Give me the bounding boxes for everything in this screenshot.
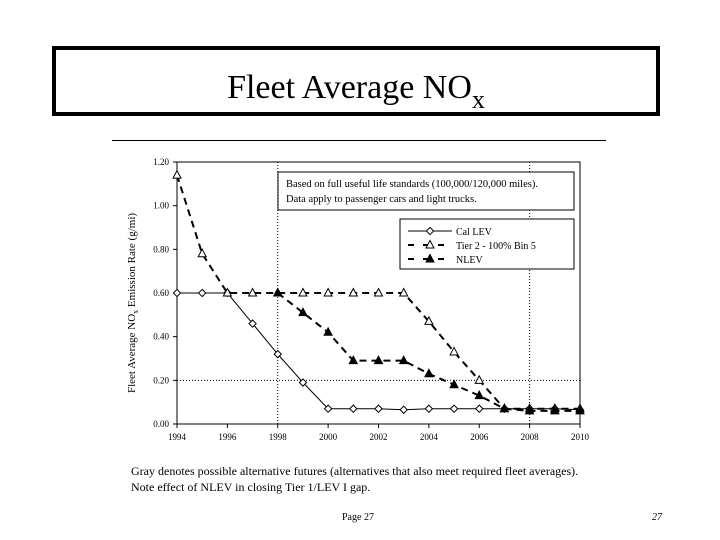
y-axis-label-subscript: x (131, 310, 140, 314)
data-point-cal-lev (323, 404, 333, 414)
y-tick-label: 0.00 (153, 419, 169, 429)
y-tick-label: 1.20 (153, 157, 169, 167)
y-tick-label: 0.60 (153, 288, 169, 298)
x-tick-label: 2010 (571, 432, 590, 442)
data-point-tier-2-100-bin-5 (474, 374, 485, 384)
data-point-cal-lev (248, 319, 257, 328)
caption: Gray denotes possible alternative future… (131, 463, 578, 495)
x-tick-label: 2004 (420, 432, 439, 442)
y-axis-label-main: Fleet Average NO (126, 314, 138, 393)
data-point-nlev (575, 405, 585, 415)
legend-label-tier-2-100-bin-5: Tier 2 - 100% Bin 5 (456, 241, 536, 252)
y-tick-label: 0.20 (153, 375, 169, 385)
x-tick-label: 2006 (470, 432, 489, 442)
data-point-nlev (499, 403, 510, 413)
data-point-cal-lev (349, 404, 358, 414)
data-point-tier-2-100-bin-5 (398, 287, 409, 297)
x-tick-label: 2002 (370, 432, 388, 442)
data-point-cal-lev (474, 404, 484, 414)
data-point-nlev (298, 307, 308, 317)
data-point-cal-lev (273, 349, 283, 359)
data-point-nlev (424, 368, 434, 378)
slide-title: Fleet Average NOx (56, 68, 656, 120)
y-tick-label: 0.80 (153, 244, 169, 254)
data-point-nlev (373, 355, 384, 365)
data-point-nlev (272, 287, 283, 297)
x-tick-label: 1996 (218, 432, 237, 442)
annotation-box (277, 171, 575, 211)
footer-page-label: Page 27 (342, 512, 374, 523)
slide-title-main: Fleet Average NO (227, 69, 472, 106)
data-point-tier-2-100-bin-5 (449, 346, 459, 356)
caption-line-1: Gray denotes possible alternative future… (131, 464, 579, 478)
data-point-cal-lev (197, 288, 207, 298)
x-tick-label: 1998 (269, 432, 288, 442)
title-box: Fleet Average NOx (52, 46, 660, 116)
data-point-tier-2-100-bin-5 (247, 287, 258, 297)
data-point-tier-2-100-bin-5 (373, 287, 384, 297)
x-tick-label: 2000 (319, 432, 338, 442)
data-point-tier-2-100-bin-5 (323, 287, 333, 297)
data-point-tier-2-100-bin-5 (298, 287, 308, 297)
data-point-cal-lev (399, 405, 408, 415)
y-tick-label: 0.40 (153, 332, 169, 342)
data-point-tier-2-100-bin-5 (197, 248, 208, 258)
data-point-cal-lev (172, 288, 182, 298)
data-point-nlev (323, 326, 333, 336)
caption-line-2: Note effect of NLEV in closing Tier 1/LE… (131, 480, 371, 494)
data-point-cal-lev (424, 404, 434, 414)
legend-swatch-marker (425, 226, 435, 236)
legend-label-cal-lev: Cal LEV (456, 227, 493, 238)
data-point-tier-2-100-bin-5 (172, 169, 182, 179)
legend-swatch-marker (425, 253, 435, 263)
annotation-line-2: Data apply to passenger cars and light t… (286, 194, 477, 205)
data-point-nlev (549, 405, 560, 415)
data-point-nlev (449, 379, 459, 389)
data-point-tier-2-100-bin-5 (348, 287, 359, 297)
annotation-line-1: Based on full useful life standards (100… (286, 179, 538, 190)
data-point-cal-lev (449, 404, 459, 414)
y-axis-label-rest: Emission Rate (g/mi) (126, 213, 138, 310)
x-tick-label: 2008 (521, 432, 540, 442)
legend-label-nlev: NLEV (456, 255, 483, 266)
data-point-nlev (348, 355, 359, 365)
legend-swatch-marker (425, 239, 435, 249)
title-divider (112, 140, 606, 141)
y-tick-label: 1.00 (153, 201, 169, 211)
data-point-nlev (474, 390, 485, 400)
data-point-cal-lev (374, 404, 383, 414)
slide-number: 27 (652, 512, 662, 523)
x-tick-label: 1994 (168, 432, 187, 442)
data-point-nlev (398, 355, 409, 365)
data-point-cal-lev (298, 378, 308, 387)
slide-title-subscript: x (471, 85, 485, 114)
data-point-tier-2-100-bin-5 (424, 315, 434, 325)
y-axis-label: Fleet Average NOx Emission Rate (g/mi) (126, 213, 140, 393)
data-point-nlev (524, 405, 535, 415)
data-point-tier-2-100-bin-5 (222, 287, 233, 297)
